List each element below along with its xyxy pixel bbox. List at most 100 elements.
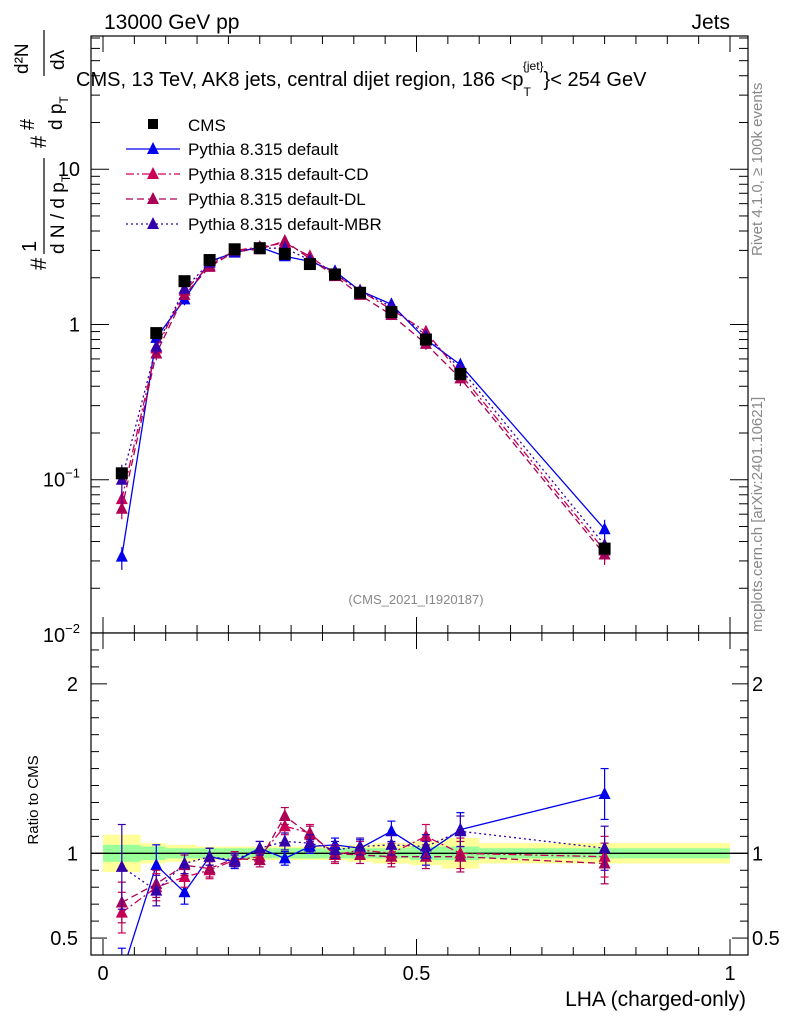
ratio-plot-area (91, 633, 748, 955)
ratio-series-marker (598, 841, 611, 854)
ratio-series-marker (328, 842, 341, 855)
ratio-axis-ticks: 0 0.5 1 0.5 0.5 1 1 2 2 (50, 633, 780, 985)
data-point-marker (253, 242, 266, 255)
legend-label: CMS (188, 116, 226, 135)
ratio-series-marker (454, 824, 467, 837)
y-axis-label-dN: d N / d pT (48, 174, 73, 254)
data-point-marker (385, 306, 398, 319)
data-point-marker (419, 333, 432, 346)
ratio-series-marker (278, 851, 291, 864)
y-axis-label-hash3: # (17, 118, 39, 130)
main-series-marker (598, 522, 611, 535)
ratio-series-marker (203, 861, 216, 874)
ratio-series-marker (178, 885, 191, 898)
ratio-y-axis-label: Ratio to CMS (25, 755, 42, 844)
ratio-series-layer (115, 767, 611, 979)
y-axis-label-hash: # (26, 257, 51, 270)
y-axis-label-top: d²N (12, 43, 33, 74)
ratio-series-marker (419, 839, 432, 852)
ratio-series-marker (278, 809, 291, 822)
ratio-y-tick-label: 1 (67, 843, 78, 865)
main-series-layer (115, 233, 611, 570)
ratio-series-marker (253, 841, 266, 854)
ratio-series-marker (228, 853, 241, 866)
ratio-series-marker (385, 849, 398, 862)
ratio-y-tick-label-right: 0.5 (752, 928, 780, 950)
data-point-marker (203, 254, 216, 267)
y-axis-label-one: 1 (19, 241, 41, 252)
y-axis-label: # 1 d N / d pT # # d pT d²N dλ (12, 30, 73, 270)
data-point-marker (115, 467, 128, 480)
x-tick-label: 0 (97, 963, 108, 985)
ratio-series-marker (178, 856, 191, 869)
data-point-marker (150, 327, 163, 340)
data-point-marker (178, 275, 191, 288)
ratio-series-marker (203, 849, 216, 862)
ratio-series-marker (116, 967, 128, 979)
rivet-version-label: Rivet 4.1.0, ≥ 100k events (749, 83, 766, 256)
ratio-y-tick-label-right: 2 (752, 674, 763, 696)
ratio-series-marker (278, 834, 291, 847)
y-axis-label-dlambda: dλ (48, 49, 69, 70)
main-series-marker (178, 287, 191, 300)
main-plot-area (91, 36, 748, 633)
main-series-marker (115, 549, 128, 562)
ratio-series-line (127, 793, 605, 955)
main-series-line (121, 247, 606, 546)
main-series-marker (178, 281, 191, 294)
legend-marker (147, 192, 159, 204)
ratio-series-line (121, 830, 605, 892)
y-tick-label: 10 (58, 159, 80, 181)
ratio-series-marker (385, 824, 398, 837)
ratio-series-marker (303, 827, 316, 840)
ratio-series-marker (303, 836, 316, 849)
ratio-series-line (121, 825, 605, 914)
main-series-marker (150, 339, 163, 352)
legend-marker (147, 217, 159, 229)
data-point-marker (228, 243, 241, 256)
ratio-series-marker (253, 853, 266, 866)
legend-data-marker (148, 119, 158, 129)
x-axis-label: LHA (charged-only) (565, 988, 746, 1011)
ratio-y-tick-label: 2 (67, 674, 78, 696)
y-axis-label-hash2: # (26, 135, 51, 148)
legend-label: Pythia 8.315 default-MBR (188, 215, 382, 234)
legend-marker (147, 142, 159, 154)
data-point-marker (354, 286, 367, 299)
ratio-series-marker (178, 870, 191, 883)
data-point-marker (303, 258, 316, 271)
header-left: 13000 GeV pp (104, 11, 239, 34)
legend-label: Pythia 8.315 default-CD (188, 165, 369, 184)
y-axis-label-dp: d pT (46, 96, 71, 130)
ratio-y-tick-label: 0.5 (50, 928, 78, 950)
legend-label: Pythia 8.315 default-DL (188, 190, 366, 209)
data-point-marker (328, 268, 341, 281)
header-right: Jets (691, 11, 730, 34)
ratio-series-marker (598, 787, 611, 799)
ratio-series-marker (385, 837, 398, 850)
x-tick-label: 0.5 (403, 963, 431, 985)
main-series-marker (115, 501, 128, 514)
data-point-marker (278, 247, 291, 260)
main-axis-ticks: 10−2 10−1 1 10 (43, 36, 748, 647)
data-point-marker (598, 542, 611, 555)
legend: CMS Pythia 8.315 default Pythia 8.315 defa… (126, 116, 382, 234)
legend-marker (147, 167, 159, 179)
ratio-plot-frame (90, 632, 749, 956)
plot-title: CMS, 13 TeV, AK8 jets, central dijet reg… (76, 59, 647, 99)
analysis-reference-label: (CMS_2021_I1920187) (348, 592, 483, 607)
legend-label: Pythia 8.315 default (188, 140, 339, 159)
ratio-series-marker (278, 819, 291, 832)
y-tick-label: 10−1 (43, 466, 80, 492)
ratio-series-marker (150, 858, 163, 871)
ratio-series-marker (150, 883, 163, 896)
data-point-marker (454, 367, 467, 380)
main-series-marker (278, 233, 291, 246)
y-tick-label: 1 (69, 314, 80, 336)
mcplots-label: mcplots.cern.ch [arXiv:2401.10621] (749, 397, 766, 632)
ratio-y-tick-label-right: 1 (752, 843, 763, 865)
ratio-series-marker (454, 849, 467, 862)
ratio-series-marker (115, 859, 128, 872)
x-tick-label: 1 (724, 963, 735, 985)
